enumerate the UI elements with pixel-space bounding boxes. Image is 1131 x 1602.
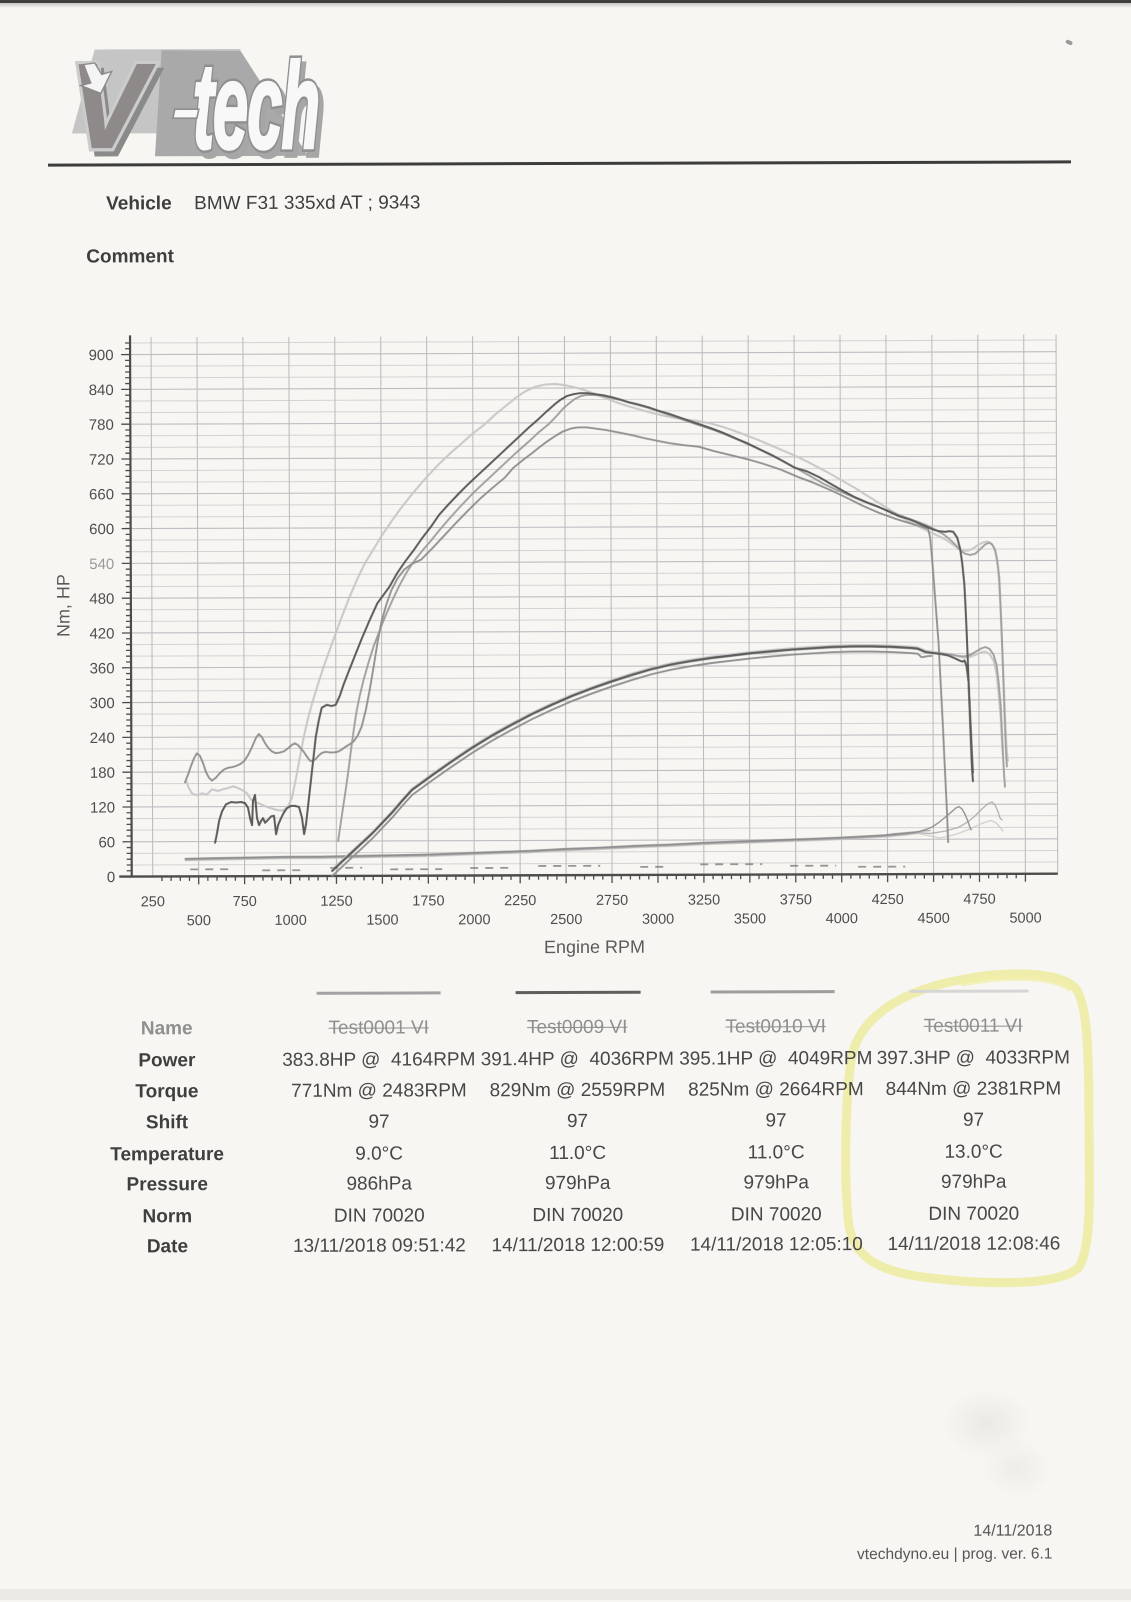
- svg-text:2000: 2000: [458, 912, 490, 928]
- svg-text:1000: 1000: [275, 913, 307, 929]
- svg-text:3250: 3250: [688, 893, 720, 909]
- svg-text:3000: 3000: [642, 912, 674, 928]
- svg-text:480: 480: [89, 591, 114, 608]
- svg-text:660: 660: [89, 486, 114, 503]
- svg-text:420: 420: [89, 626, 114, 643]
- svg-text:4750: 4750: [963, 892, 995, 908]
- svg-text:Engine RPM: Engine RPM: [544, 937, 645, 957]
- svg-text:3750: 3750: [780, 892, 812, 908]
- svg-text:500: 500: [187, 913, 211, 929]
- svg-text:4000: 4000: [826, 911, 858, 927]
- svg-text:1500: 1500: [366, 913, 398, 929]
- svg-text:250: 250: [141, 894, 165, 910]
- svg-text:4500: 4500: [918, 911, 950, 927]
- svg-text:5000: 5000: [1009, 911, 1041, 927]
- svg-text:300: 300: [90, 695, 115, 712]
- svg-text:180: 180: [90, 765, 115, 782]
- svg-text:120: 120: [90, 800, 115, 817]
- svg-text:4250: 4250: [872, 892, 904, 908]
- svg-text:240: 240: [90, 730, 115, 747]
- svg-text:2250: 2250: [504, 893, 536, 909]
- svg-text:1250: 1250: [320, 894, 352, 910]
- svg-text:540: 540: [89, 556, 114, 573]
- svg-text:750: 750: [233, 894, 257, 910]
- svg-text:3500: 3500: [734, 911, 766, 927]
- svg-text:60: 60: [98, 834, 115, 851]
- svg-text:840: 840: [89, 382, 114, 399]
- svg-text:780: 780: [89, 417, 114, 434]
- svg-text:2750: 2750: [596, 893, 628, 909]
- svg-text:2500: 2500: [550, 912, 582, 928]
- svg-text:1750: 1750: [412, 893, 444, 909]
- svg-text:360: 360: [90, 660, 115, 677]
- svg-text:720: 720: [89, 452, 114, 469]
- svg-text:0: 0: [107, 869, 115, 886]
- svg-text:600: 600: [89, 521, 114, 538]
- svg-text:Nm, HP: Nm, HP: [53, 574, 73, 637]
- svg-text:900: 900: [89, 347, 114, 364]
